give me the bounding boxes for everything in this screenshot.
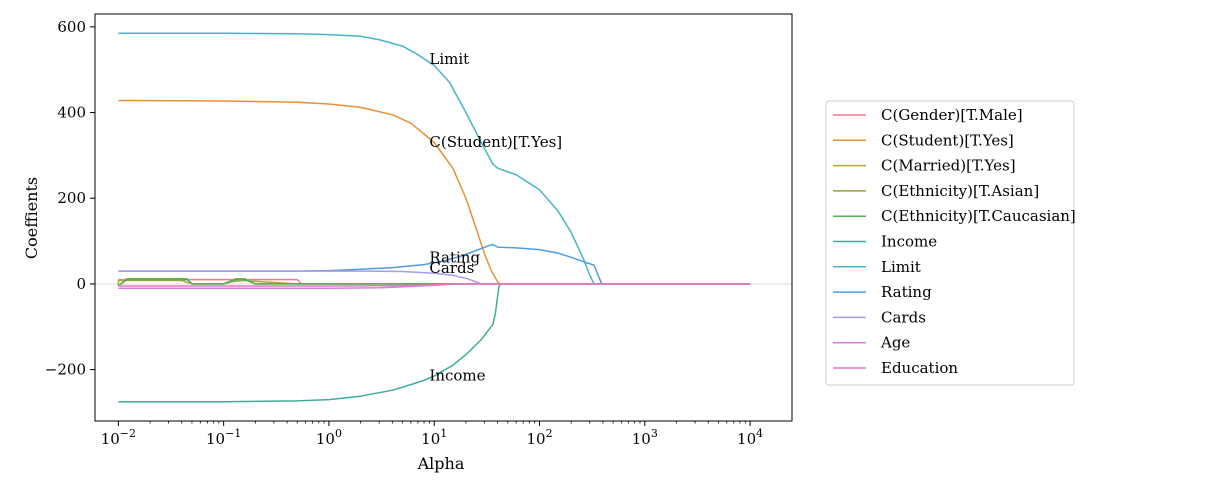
- x-tick-base: 10: [526, 430, 545, 448]
- legend-label-5: Income: [881, 233, 937, 251]
- legend-label-10: Education: [881, 359, 958, 377]
- legend-label-0: C(Gender)[T.Male]: [881, 106, 1023, 124]
- x-tick-exponent: 0: [335, 427, 342, 440]
- x-tick-exponent: 1: [440, 427, 447, 440]
- legend-label-8: Cards: [881, 308, 926, 326]
- x-tick-base: 10: [421, 430, 440, 448]
- y-tick-label: 0: [76, 275, 86, 293]
- x-tick-exponent: 4: [756, 427, 763, 440]
- plot-background: [95, 14, 792, 421]
- x-tick-exponent: 3: [651, 427, 658, 440]
- x-tick-label: 10−2: [101, 427, 136, 448]
- x-tick-base: 10: [632, 430, 651, 448]
- series-line-1: [118, 99, 751, 285]
- annotation-1: C(Student)[T.Yes]: [429, 133, 562, 151]
- x-tick-label: 101: [421, 427, 447, 448]
- x-tick-exponent: −1: [225, 427, 241, 440]
- series-line-5: [118, 283, 751, 403]
- x-tick-base: 10: [206, 430, 225, 448]
- x-axis-title: Alpha: [417, 454, 465, 473]
- legend-label-1: C(Student)[T.Yes]: [881, 131, 1014, 149]
- series-layer: [117, 32, 751, 403]
- x-tick-exponent: 2: [546, 427, 553, 440]
- series-line-10: [118, 283, 751, 287]
- x-tick-base: 10: [737, 430, 756, 448]
- x-tick-base: 10: [316, 430, 335, 448]
- y-tick-label: −200: [45, 361, 86, 379]
- legend-label-3: C(Ethnicity)[T.Asian]: [881, 182, 1039, 200]
- x-tick-label: 10−1: [206, 427, 241, 448]
- legend-label-4: C(Ethnicity)[T.Caucasian]: [881, 207, 1076, 225]
- x-tick-label: 100: [316, 427, 342, 448]
- annotation-0: Limit: [429, 50, 469, 68]
- y-axis-title: Coeffients: [22, 177, 41, 259]
- series-line-4: [117, 278, 751, 287]
- y-tick-label: 200: [57, 189, 86, 207]
- legend-label-9: Age: [880, 334, 910, 352]
- series-line-8: [118, 270, 751, 285]
- x-tick-label: 104: [737, 427, 763, 448]
- legend: C(Gender)[T.Male] C(Student)[T.Yes] C(Marr…: [825, 100, 1076, 386]
- legend-label-2: C(Married)[T.Yes]: [881, 157, 1016, 175]
- x-tick-exponent: −2: [120, 427, 136, 440]
- x-axis: 10−2 10−1 100 101 102 103 104: [101, 421, 763, 448]
- annotation-2: Rating: [429, 249, 480, 267]
- y-axis: 600 400 200 0 −200: [45, 18, 95, 379]
- annotation-3: Cards: [429, 259, 474, 277]
- annotation-4: Income: [429, 366, 485, 384]
- x-tick-label: 102: [526, 427, 552, 448]
- x-tick-base: 10: [101, 430, 120, 448]
- y-tick-label: 600: [57, 18, 86, 36]
- x-tick-label: 103: [632, 427, 658, 448]
- legend-label-6: Limit: [881, 258, 921, 276]
- plot-frame: [94, 13, 793, 422]
- legend-label-7: Rating: [881, 283, 932, 301]
- series-line-7: [118, 243, 751, 285]
- series-line-6: [118, 32, 751, 285]
- legend-box: [825, 100, 1075, 386]
- y-tick-label: 400: [57, 104, 86, 122]
